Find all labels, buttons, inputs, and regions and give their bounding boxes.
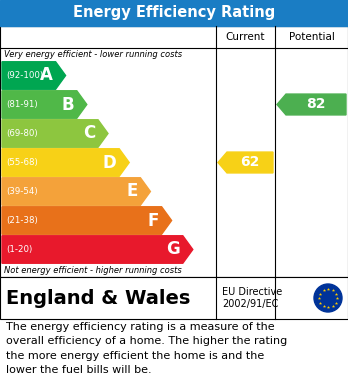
Text: (21-38): (21-38) (6, 216, 38, 225)
Polygon shape (2, 91, 87, 118)
Text: D: D (102, 154, 116, 172)
Text: E: E (126, 183, 137, 201)
Text: (39-54): (39-54) (6, 187, 38, 196)
Polygon shape (2, 207, 172, 234)
Polygon shape (2, 62, 66, 89)
Circle shape (314, 284, 342, 312)
Text: F: F (147, 212, 159, 230)
Text: Very energy efficient - lower running costs: Very energy efficient - lower running co… (4, 50, 182, 59)
Text: (81-91): (81-91) (6, 100, 38, 109)
Bar (0, 277, 348, 319)
Text: The energy efficiency rating is a measure of the
overall efficiency of a home. T: The energy efficiency rating is a measur… (6, 322, 287, 375)
Text: 62: 62 (240, 156, 260, 170)
Text: Current: Current (226, 32, 265, 42)
Text: (69-80): (69-80) (6, 129, 38, 138)
Text: EU Directive
2002/91/EC: EU Directive 2002/91/EC (222, 287, 282, 309)
Text: (55-68): (55-68) (6, 158, 38, 167)
Text: (92-100): (92-100) (6, 71, 43, 80)
Polygon shape (2, 120, 108, 147)
Polygon shape (218, 152, 273, 173)
Text: Not energy efficient - higher running costs: Not energy efficient - higher running co… (4, 266, 182, 275)
Polygon shape (277, 94, 346, 115)
Bar (0, 0, 348, 26)
Text: G: G (166, 240, 180, 258)
Text: Energy Efficiency Rating: Energy Efficiency Rating (73, 5, 275, 20)
Text: Potential: Potential (288, 32, 334, 42)
Text: B: B (61, 95, 74, 113)
Text: A: A (40, 66, 53, 84)
Text: (1-20): (1-20) (6, 245, 32, 254)
Bar (0, 26, 348, 277)
Polygon shape (2, 236, 193, 263)
Text: 82: 82 (306, 97, 326, 111)
Text: England & Wales: England & Wales (6, 289, 190, 307)
Polygon shape (2, 178, 150, 205)
Text: C: C (83, 124, 95, 142)
Polygon shape (2, 149, 129, 176)
